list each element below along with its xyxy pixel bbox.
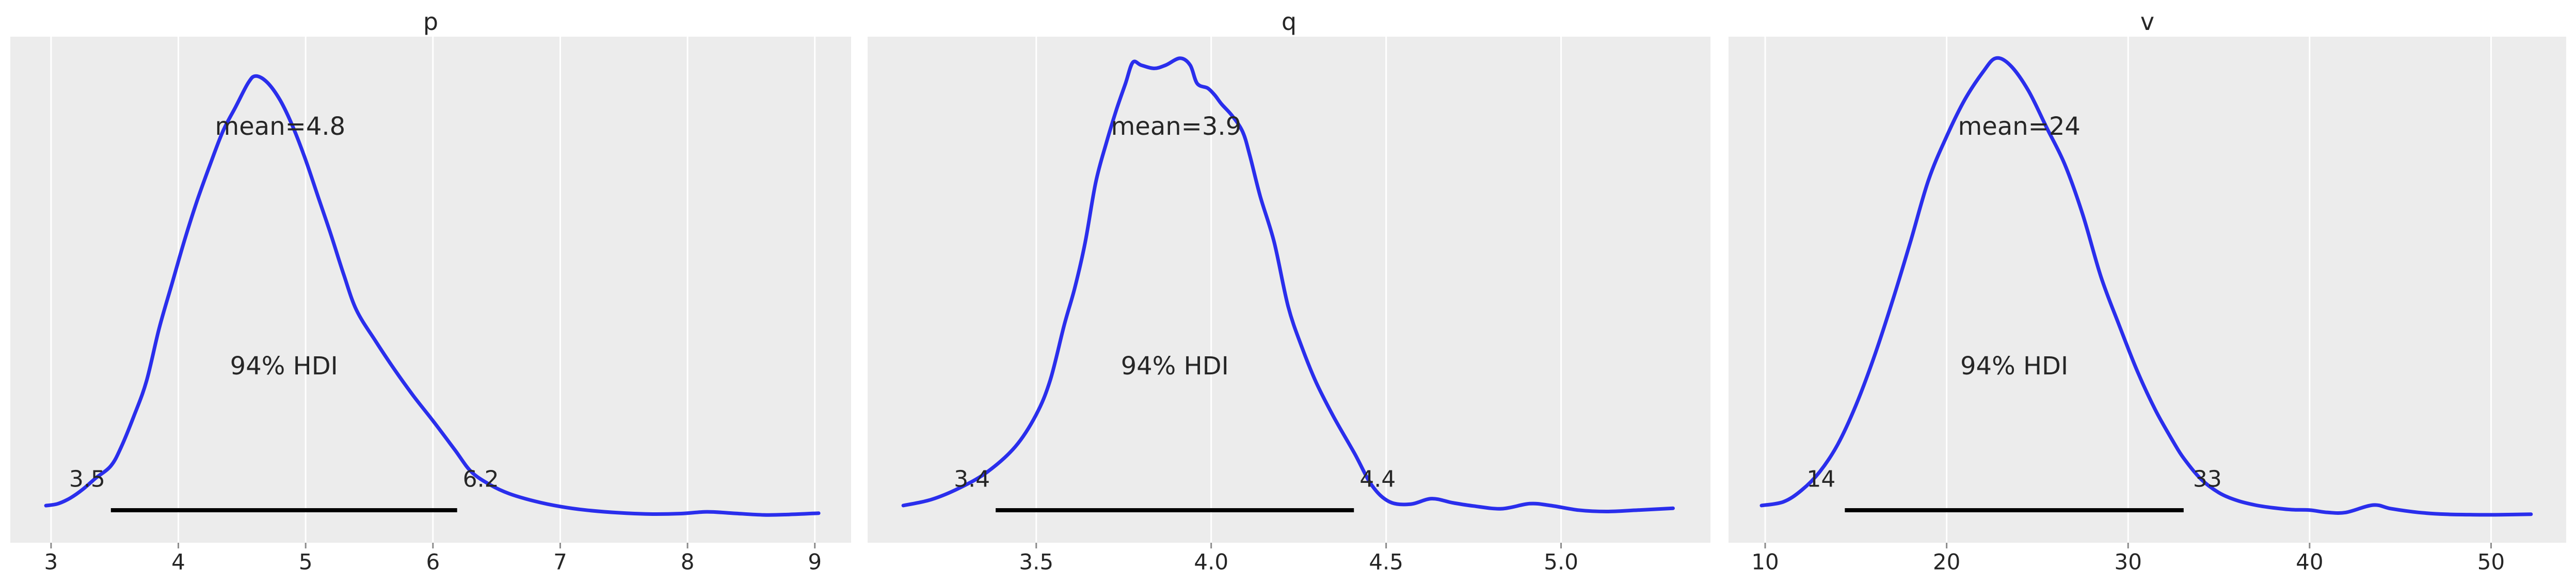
panel-v: 10 20 30 40 50 v mean=24 94% HDI 14 33 <box>1729 8 2566 575</box>
hdi-high-label: 6.2 <box>463 466 499 493</box>
hdi-label: 94% HDI <box>230 352 338 381</box>
mean-label: mean=24 <box>1958 112 2081 141</box>
plot-area <box>1729 37 2566 543</box>
kde-curve <box>1759 56 2533 517</box>
panel-title: q <box>1282 8 1297 36</box>
x-tick-label: 20 <box>1933 549 1960 575</box>
panel-p: 3 4 5 6 7 8 9 p mean=4.8 94% HDI 3.5 6.2 <box>10 8 851 575</box>
x-tick-label: 10 <box>1751 549 1779 575</box>
hdi-low-label: 3.4 <box>954 466 990 493</box>
kde-curve <box>44 74 821 517</box>
plot-area <box>868 37 1710 543</box>
hdi-low-label: 3.5 <box>69 466 105 493</box>
kde-curve <box>901 56 1675 513</box>
x-tick-label: 6 <box>426 549 440 575</box>
x-tick-label: 3.5 <box>1019 549 1053 575</box>
mean-label: mean=4.8 <box>215 112 346 141</box>
panel-title: v <box>2140 8 2154 36</box>
x-tick-label: 40 <box>2296 549 2323 575</box>
x-tick-label: 30 <box>2115 549 2142 575</box>
x-tick-label: 5.0 <box>1544 549 1578 575</box>
x-tick-label: 3 <box>44 549 58 575</box>
x-tick-label: 4.0 <box>1194 549 1228 575</box>
mean-label: mean=3.9 <box>1111 112 1242 141</box>
x-tick-label: 9 <box>808 549 822 575</box>
hdi-high-label: 33 <box>2193 466 2222 493</box>
hdi-low-label: 14 <box>1806 466 1835 493</box>
x-tick-label: 8 <box>681 549 695 575</box>
x-tick-label: 4 <box>171 549 185 575</box>
panel-q: 3.5 4.0 4.5 5.0 q mean=3.9 94% HDI 3.4 4.4 <box>868 8 1710 575</box>
panel-title: p <box>423 8 438 36</box>
x-tick-label: 50 <box>2477 549 2505 575</box>
x-tick-label: 4.5 <box>1369 549 1403 575</box>
x-tick-label: 7 <box>553 549 567 575</box>
hdi-label: 94% HDI <box>1121 352 1229 381</box>
x-tick-label: 5 <box>299 549 313 575</box>
hdi-label: 94% HDI <box>1960 352 2068 381</box>
plot-area <box>10 37 851 543</box>
hdi-high-label: 4.4 <box>1359 466 1396 493</box>
